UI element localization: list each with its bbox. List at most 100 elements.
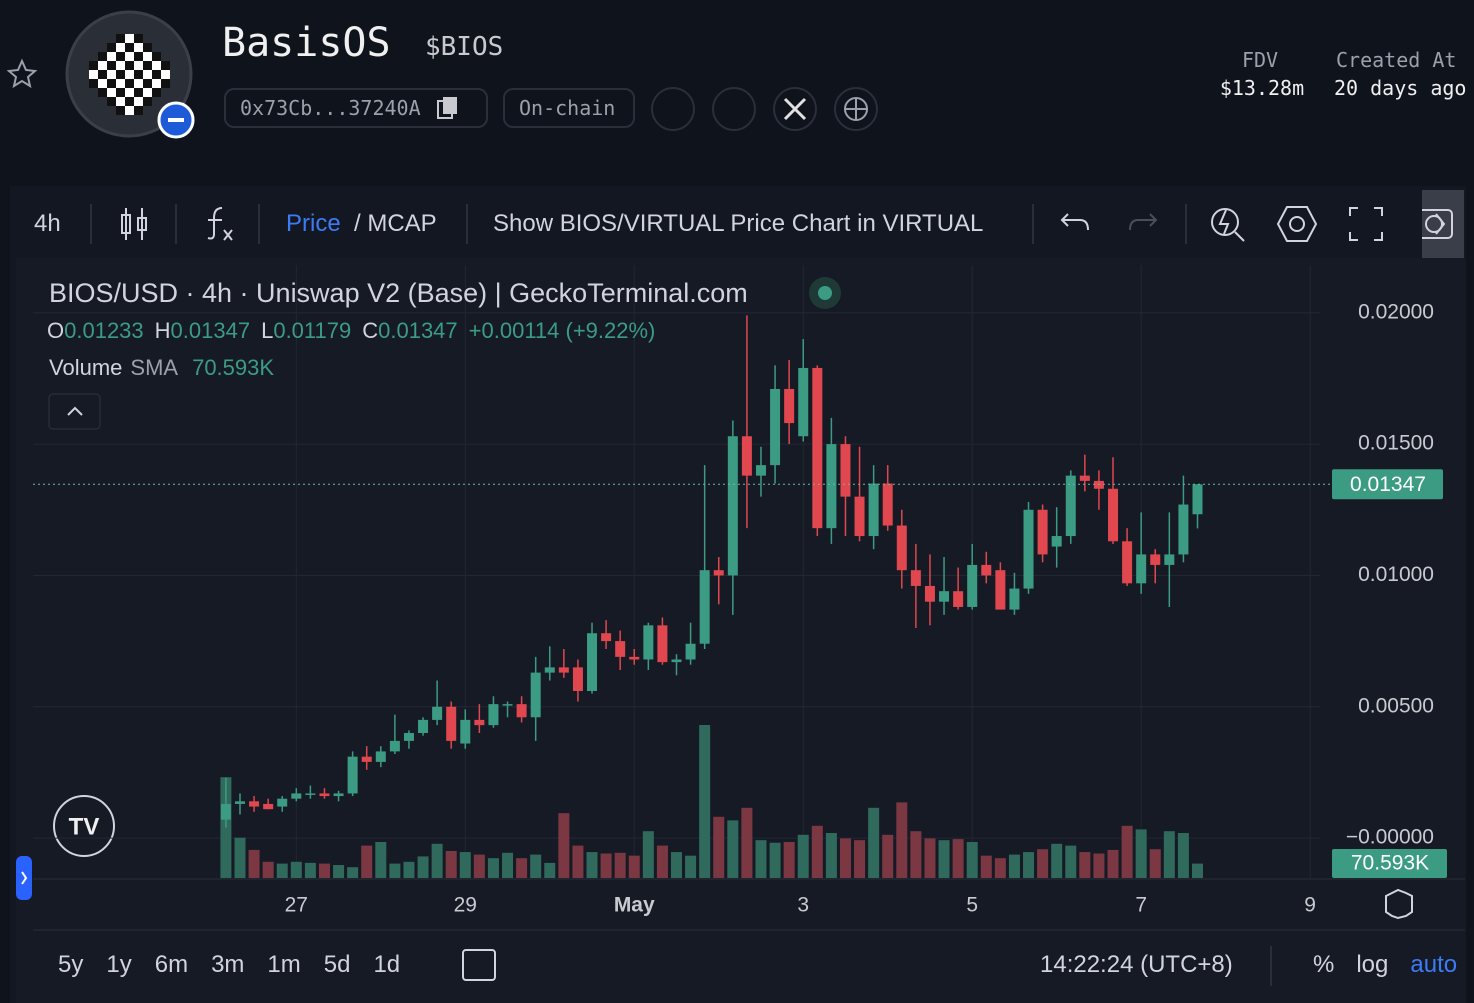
tag-pill[interactable]: On-chain [503,88,635,128]
volume-bar [558,813,570,878]
website-icon[interactable] [834,87,878,131]
link-icon[interactable] [712,87,756,131]
volume-bar [755,840,767,878]
volume-bar [1008,854,1020,878]
candles-icon[interactable] [118,206,150,242]
last-price-label: 0.01347 [1350,473,1426,496]
logo-cell [152,88,161,97]
volume-bar [502,852,514,878]
logo-cell [125,70,134,79]
redo[interactable] [1126,208,1160,238]
mcap-mode[interactable]: / MCAP [354,210,437,237]
candle-body [812,367,823,529]
stat-label: Created At [1336,48,1457,72]
currency-toggle[interactable]: Show BIOS/VIRTUAL Price Chart in VIRTUAL [493,210,984,237]
settings-icon[interactable] [1276,204,1318,244]
address-pill[interactable]: 0x73Cb...37240A [224,88,488,128]
volume-bar [671,852,682,878]
volume-bar [628,855,640,878]
candle-body [1037,509,1048,555]
logo-cell [152,70,161,79]
token-logo [65,10,195,139]
volume-bar [1023,852,1035,878]
y-tick-label: −0.00000 [1346,826,1434,849]
logo-cell [152,52,161,61]
ohlc-key: O [47,318,65,343]
volume-bar [994,858,1006,878]
volume-bar [1121,825,1133,878]
range-buttons: 5y 1y 6m 3m 1m 5d 1d [58,951,423,979]
range-button[interactable]: 6m [154,951,189,978]
volume-bar [1037,849,1049,878]
price-mode[interactable]: Price [286,210,341,237]
logo-cell [143,88,152,97]
range-button[interactable]: 1m [267,951,301,978]
candle-body [643,625,654,660]
indicators-icon[interactable] [202,204,236,242]
chevron [67,406,83,416]
logo-cell [116,97,125,106]
candle-body [263,803,274,810]
volume-bar [600,853,612,878]
snapshot-button[interactable] [1415,190,1464,258]
interval[interactable]: 4h [34,210,61,237]
candle-body [826,444,837,529]
logo-cell [98,79,107,88]
candle-body [601,633,612,642]
ohlc-change: +0.00114 (+9.22%) [468,318,656,343]
logo-cell [125,97,134,106]
volume-bar [487,858,499,878]
candle-body [572,667,583,692]
candle-body [432,706,443,720]
range-button[interactable]: 5d [323,951,351,978]
candle-body [924,585,935,602]
logo-cell [98,70,107,79]
candle-body [1051,536,1062,547]
range-button[interactable]: 1y [106,951,132,978]
logo-cell [161,79,170,88]
candle-body [896,525,907,571]
date-range-icon[interactable] [462,949,496,981]
volume-bar [333,865,345,878]
volume-label: Volume [49,355,123,380]
volume-bar [586,852,598,878]
alert-icon[interactable] [1208,202,1248,244]
logo-cell [125,43,134,52]
scale-option[interactable]: log [1356,951,1389,978]
volume-bar [642,831,654,878]
volume-bar [1051,843,1063,878]
stat-label: FDV [1241,48,1279,72]
x-logo [783,97,807,121]
tv-logo[interactable] [53,795,115,857]
favorite-star[interactable] [6,58,38,90]
collapse-button[interactable] [48,393,101,430]
fullscreen-icon[interactable] [1348,206,1384,242]
candle-body [727,436,738,576]
tag: On-chain [519,96,616,120]
side-toggle[interactable] [16,856,32,900]
candle-body [882,483,893,526]
candle-body [361,756,372,762]
globe [844,97,868,121]
candle-body [1065,475,1076,537]
ohlc-value: 0.01233 [64,318,144,343]
range-button[interactable]: 3m [211,951,245,978]
volume-bar [276,863,288,878]
undo[interactable] [1058,208,1092,238]
scale-option[interactable]: % [1313,951,1335,978]
logo-cell [98,61,107,70]
volume-bar [839,838,851,878]
range-button[interactable]: 1d [373,951,401,978]
range-button[interactable]: 5y [58,951,84,978]
logo-cell [125,79,134,88]
axis-settings[interactable] [1385,888,1413,920]
ohlc-value: 0.01347 [378,318,458,343]
link-icon[interactable] [651,87,695,131]
scale-option[interactable]: auto [1410,951,1458,978]
candle-body [784,388,795,424]
volume-bar [1135,829,1147,878]
x-icon[interactable] [773,87,817,131]
